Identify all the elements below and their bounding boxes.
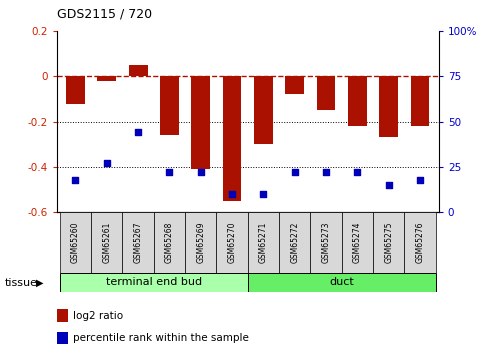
- Bar: [254, 76, 273, 144]
- Bar: [60, 212, 91, 273]
- Text: tissue: tissue: [5, 278, 38, 288]
- Text: GSM65269: GSM65269: [196, 221, 205, 263]
- Bar: [154, 212, 185, 273]
- Bar: [185, 212, 216, 273]
- Bar: [66, 76, 85, 104]
- Bar: [129, 65, 147, 76]
- Bar: [160, 76, 179, 135]
- Point: [103, 160, 111, 166]
- Text: GSM65270: GSM65270: [228, 221, 237, 263]
- Bar: [98, 76, 116, 81]
- Point: [385, 182, 392, 188]
- Point: [322, 169, 330, 175]
- Text: percentile rank within the sample: percentile rank within the sample: [73, 333, 249, 343]
- Bar: [373, 212, 404, 273]
- Bar: [248, 212, 279, 273]
- Text: GSM65267: GSM65267: [134, 221, 142, 263]
- Text: GSM65271: GSM65271: [259, 222, 268, 263]
- Text: GSM65274: GSM65274: [353, 221, 362, 263]
- Bar: [191, 76, 210, 169]
- Point: [416, 177, 424, 182]
- Point: [166, 169, 174, 175]
- Bar: [248, 273, 436, 292]
- Text: GSM65260: GSM65260: [71, 221, 80, 263]
- Text: GSM65272: GSM65272: [290, 222, 299, 263]
- Bar: [60, 273, 248, 292]
- Bar: [348, 76, 367, 126]
- Text: GSM65268: GSM65268: [165, 222, 174, 263]
- Bar: [223, 76, 242, 201]
- Bar: [311, 212, 342, 273]
- Text: duct: duct: [329, 277, 354, 287]
- Point: [134, 130, 142, 135]
- Point: [228, 191, 236, 197]
- Text: GSM65276: GSM65276: [416, 221, 424, 263]
- Bar: [216, 212, 248, 273]
- Bar: [317, 76, 335, 110]
- Bar: [285, 76, 304, 95]
- Point: [71, 177, 79, 182]
- Text: ▶: ▶: [35, 278, 43, 288]
- Point: [259, 191, 267, 197]
- Bar: [342, 212, 373, 273]
- Bar: [91, 212, 122, 273]
- Text: GDS2115 / 720: GDS2115 / 720: [57, 8, 152, 21]
- Point: [197, 169, 205, 175]
- Text: log2 ratio: log2 ratio: [73, 311, 123, 321]
- Bar: [404, 212, 436, 273]
- Point: [291, 169, 299, 175]
- Text: GSM65275: GSM65275: [384, 221, 393, 263]
- Bar: [379, 76, 398, 137]
- Bar: [122, 212, 154, 273]
- Text: GSM65261: GSM65261: [103, 222, 111, 263]
- Bar: [411, 76, 429, 126]
- Point: [353, 169, 361, 175]
- Text: GSM65273: GSM65273: [321, 221, 330, 263]
- Text: terminal end bud: terminal end bud: [106, 277, 202, 287]
- Bar: [279, 212, 311, 273]
